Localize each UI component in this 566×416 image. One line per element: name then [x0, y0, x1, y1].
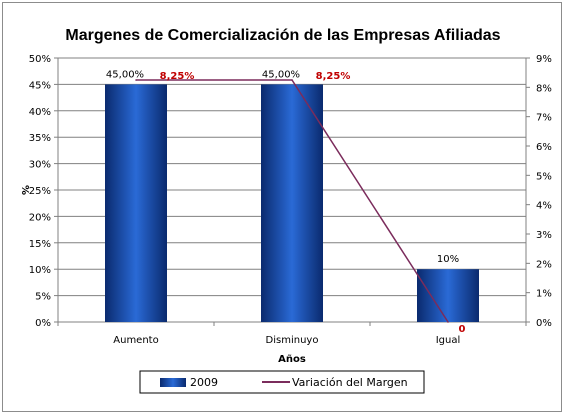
x-tick-label: Disminuyo — [266, 335, 319, 346]
bar-data-label: 10% — [437, 254, 459, 265]
line-data-label: 0 — [459, 324, 466, 335]
line-point — [447, 321, 449, 323]
x-tick-label: Aumento — [113, 335, 158, 346]
bar — [105, 84, 167, 323]
left-tick-label: 15% — [29, 239, 51, 250]
left-tick-label: 50% — [29, 54, 51, 65]
right-tick-label: 9% — [536, 54, 552, 65]
left-tick-label: 35% — [29, 133, 51, 144]
x-axis-ticks: Aumento Disminuyo Igual — [57, 322, 527, 346]
left-tick-label: 45% — [29, 80, 51, 91]
line-data-label: 8,25% — [160, 71, 195, 82]
line-data-label: 8,25% — [316, 71, 351, 82]
chart-title: Margenes de Comercialización de las Empr… — [65, 27, 500, 44]
right-tick-label: 7% — [536, 113, 552, 124]
left-tick-label: 25% — [29, 186, 51, 197]
legend: 2009 Variación del Margen — [139, 370, 425, 394]
bar-data-label: 45,00% — [106, 69, 144, 80]
right-axis-ticks: 0% 1% 2% 3% 4% 5% 6% 7% 8% 9% — [526, 54, 552, 329]
right-tick-label: 8% — [536, 83, 552, 94]
left-tick-label: 5% — [35, 292, 51, 303]
left-tick-label: 40% — [29, 107, 51, 118]
right-tick-label: 5% — [536, 171, 552, 182]
bar-series — [105, 84, 479, 323]
x-axis-title: Años — [278, 354, 306, 365]
left-tick-label: 0% — [35, 318, 51, 329]
left-tick-label: 30% — [29, 160, 51, 171]
line-series — [135, 79, 449, 323]
right-tick-label: 6% — [536, 142, 552, 153]
data-labels: 45,00% 45,00% 10% 8,25% 8,25% 0 — [106, 69, 466, 335]
line-point — [135, 79, 137, 81]
right-tick-label: 0% — [536, 318, 552, 329]
line-point — [291, 79, 293, 81]
legend-label-line: Variación del Margen — [292, 376, 408, 389]
right-tick-label: 1% — [536, 289, 552, 300]
y-axis-title: % — [19, 185, 30, 195]
bar — [417, 269, 479, 322]
legend-swatch-bar — [160, 378, 186, 387]
bar — [261, 84, 323, 323]
x-tick-label: Igual — [436, 335, 461, 346]
bar-data-label: 45,00% — [262, 69, 300, 80]
right-tick-label: 4% — [536, 201, 552, 212]
right-tick-label: 3% — [536, 230, 552, 241]
legend-label-bar: 2009 — [190, 376, 218, 389]
left-tick-label: 20% — [29, 212, 51, 223]
left-tick-label: 10% — [29, 265, 51, 276]
right-tick-label: 2% — [536, 259, 552, 270]
left-axis-ticks: 0% 5% 10% 15% 20% 25% 30% 35% 40% 45% 50% — [29, 54, 58, 329]
